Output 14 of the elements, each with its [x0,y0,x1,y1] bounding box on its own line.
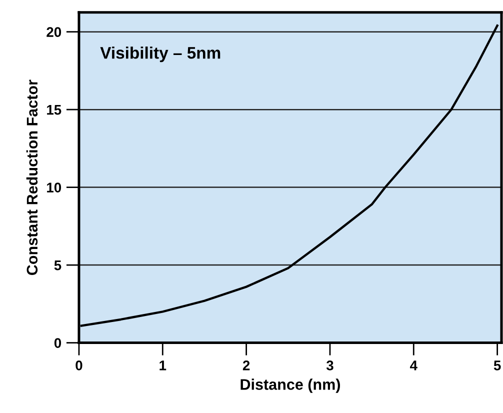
y-tick-label: 10 [47,182,62,192]
x-tick-label: 4 [410,360,418,370]
x-tick-label: 2 [242,360,250,370]
x-tick-label: 0 [76,360,82,370]
x-tick-label: 3 [326,360,334,370]
annotation: Visibility – 5nm [100,46,220,62]
x-tick-label: 1 [160,360,166,370]
y-tick-label: 0 [54,338,62,348]
y-tick-label: 20 [46,27,62,37]
x-tick-label: 5 [494,360,501,370]
y-tick-label: 5 [54,260,62,270]
y-tick-label: 15 [47,105,62,115]
y-axis-title: Constant Reduction Factor [26,80,38,275]
x-axis-title: Distance (nm) [240,378,340,393]
